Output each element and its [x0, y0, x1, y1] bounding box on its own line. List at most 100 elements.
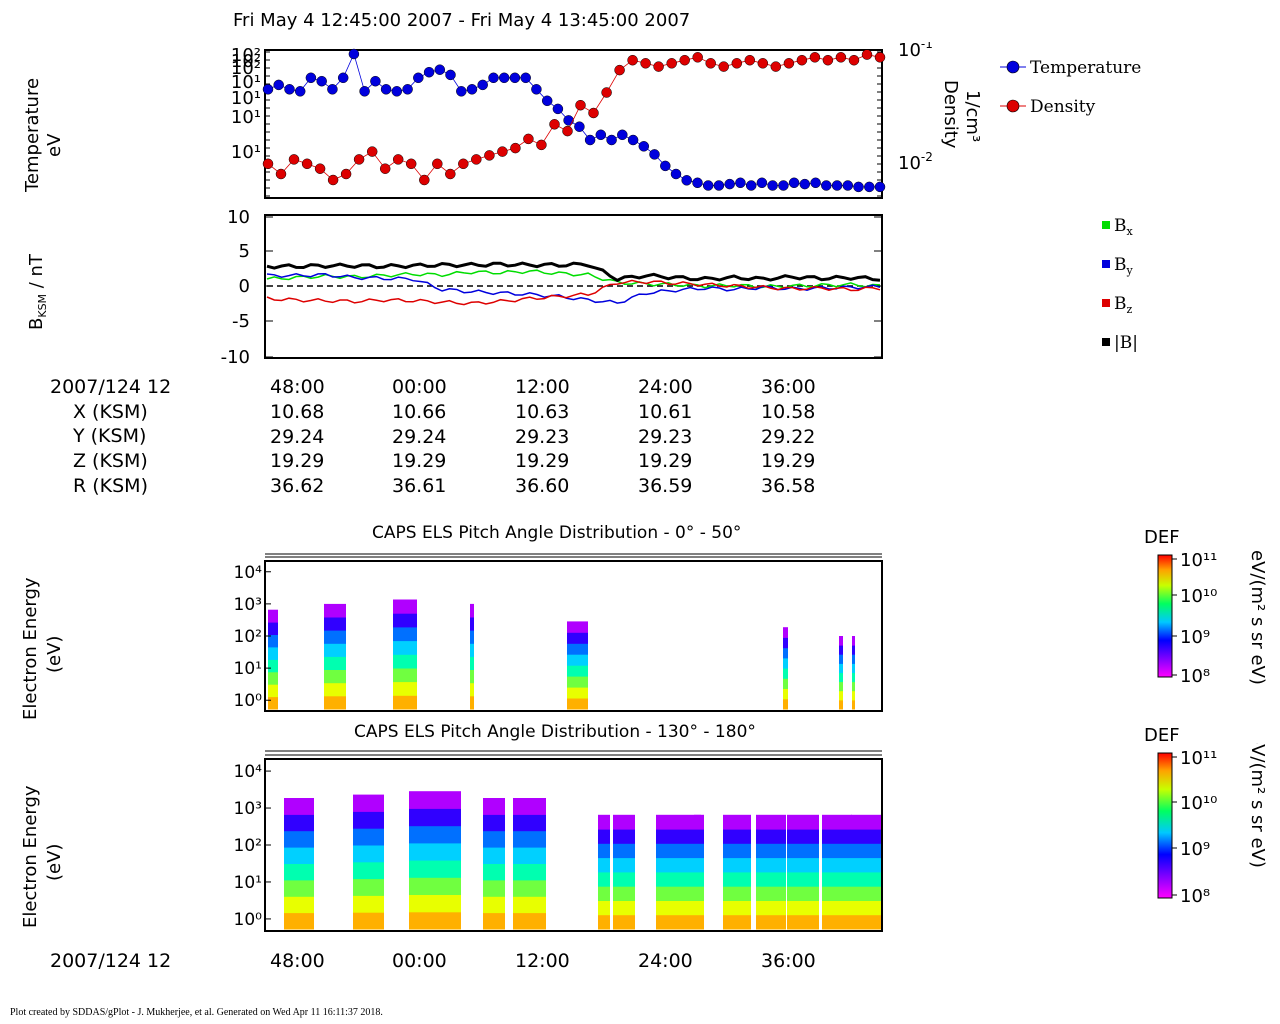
- ephem-label-0: 2007/124 12: [50, 376, 172, 398]
- spectrogram-cell: [756, 829, 786, 844]
- spectrogram-cell: [822, 814, 852, 830]
- ephem-value: 29.23: [638, 425, 693, 448]
- energy-tick: 10²: [234, 627, 262, 647]
- density-point: [471, 154, 482, 165]
- temperature-point: [799, 178, 811, 190]
- temperature-point: [627, 134, 639, 146]
- temperature-axis-label: Temperature eV: [12, 52, 65, 193]
- svg-text:(eV): (eV): [44, 636, 65, 673]
- spectrogram-cell: [787, 886, 819, 901]
- temperature-point: [456, 86, 467, 97]
- svg-text:Electron Energy: Electron Energy: [20, 577, 41, 720]
- density-point: [340, 168, 352, 180]
- ephem-value: 36.62: [270, 475, 325, 498]
- spectrogram-cell: [598, 814, 610, 830]
- spectrogram-cell: [324, 669, 346, 684]
- density-point: [419, 174, 430, 186]
- spectrogram-cell: [284, 814, 314, 832]
- temperature-point: [380, 84, 392, 95]
- temperature-point: [767, 180, 778, 191]
- spectrogram-cell: [598, 843, 610, 859]
- temperature-point: [649, 149, 660, 160]
- temperature-point: [541, 95, 553, 107]
- temperature-point: [874, 181, 886, 193]
- temperature-point: [853, 181, 864, 193]
- density-point: [288, 154, 300, 165]
- density-point: [379, 163, 391, 174]
- density-point: [432, 158, 443, 170]
- temperature-point: [370, 75, 381, 87]
- density-point: [575, 99, 586, 111]
- ephem-value: 36:00: [761, 376, 816, 398]
- temperature-point: [864, 181, 875, 193]
- spectrogram-cell: [656, 843, 681, 859]
- spectrogram-cell: [598, 900, 610, 916]
- spectrogram-cell: [513, 798, 546, 815]
- spectrogram-cell: [567, 632, 588, 644]
- spectrogram-cell: [353, 828, 384, 846]
- spectrogram-cell: [694, 871, 704, 887]
- spectrogram-cell: [268, 622, 278, 635]
- bksm-tick: 10: [227, 207, 250, 228]
- density-point: [627, 54, 638, 66]
- bottom-axis-label: 2007/124 12: [50, 950, 172, 972]
- spectrogram-cell: [723, 829, 751, 844]
- spectrogram-cell: [409, 791, 461, 809]
- colorbar-tick: 10⁹: [1180, 627, 1210, 648]
- colorbar-tick: 10¹⁰: [1180, 793, 1217, 814]
- density-point: [757, 58, 769, 69]
- colorbar-tick: 10¹⁰: [1180, 586, 1217, 607]
- temperature-point: [337, 72, 349, 84]
- energy-tick: 10⁴: [234, 762, 263, 782]
- temperature-point: [692, 177, 703, 189]
- spectrogram-cell: [483, 863, 505, 881]
- spectrogram-cell: [324, 643, 346, 657]
- plot-title: Fri May 4 12:45:00 2007 - Fri May 4 13:4…: [233, 10, 691, 31]
- spectrogram-cell: [656, 871, 681, 887]
- ephem-value: 19.29: [270, 450, 325, 473]
- temperature-point: [831, 180, 843, 191]
- spectrogram-cell: [851, 857, 881, 873]
- density-point: [536, 139, 547, 151]
- magnetic-field-panel: 10 5 0 -5 -10: [221, 207, 883, 368]
- bksm-tick: -10: [221, 347, 250, 368]
- density-point: [366, 146, 378, 157]
- density-point: [679, 54, 690, 66]
- spectrogram-cell: [268, 684, 278, 698]
- density-point: [614, 64, 625, 76]
- temperature-point: [681, 175, 692, 186]
- temperature-point: [498, 72, 510, 84]
- spectrogram-cell: [284, 912, 314, 930]
- svg-text:Density: Density: [940, 80, 961, 149]
- spectrogram-cell: [852, 645, 855, 655]
- spectrogram-cell: [756, 886, 786, 901]
- spectrogram-cell: [852, 699, 855, 710]
- temperature-point: [359, 86, 370, 97]
- temperature-point: [702, 180, 714, 191]
- temperature-point: [423, 66, 435, 78]
- spectrogram-cell: [513, 879, 546, 897]
- density-point: [601, 87, 612, 98]
- spectrogram-cell: [470, 669, 474, 684]
- spectrogram-cell: [393, 599, 417, 614]
- energy-tick: 10⁰: [234, 910, 263, 930]
- spectrogram-cell: [656, 914, 681, 930]
- spectrogram-cell: [567, 676, 588, 688]
- energy-tick: 10¹: [234, 659, 262, 679]
- temperature-point: [778, 180, 789, 191]
- spectrogram-cell: [694, 829, 704, 844]
- ephem-value: 10.61: [638, 400, 693, 423]
- legend-By-swatch: [1102, 260, 1110, 268]
- bksm-tick: 0: [239, 276, 250, 297]
- temperature-point: [670, 168, 682, 180]
- density-point: [861, 49, 873, 60]
- spectrogram-cell: [613, 843, 635, 859]
- spectrogram-cell: [783, 627, 788, 638]
- colorbar-tick: 10¹¹: [1180, 550, 1217, 571]
- temperature-point: [552, 103, 564, 115]
- spectrogram-cell: [839, 654, 843, 664]
- spectrogram-cell: [852, 690, 855, 701]
- temperature-point: [821, 180, 832, 191]
- density-point: [718, 61, 729, 72]
